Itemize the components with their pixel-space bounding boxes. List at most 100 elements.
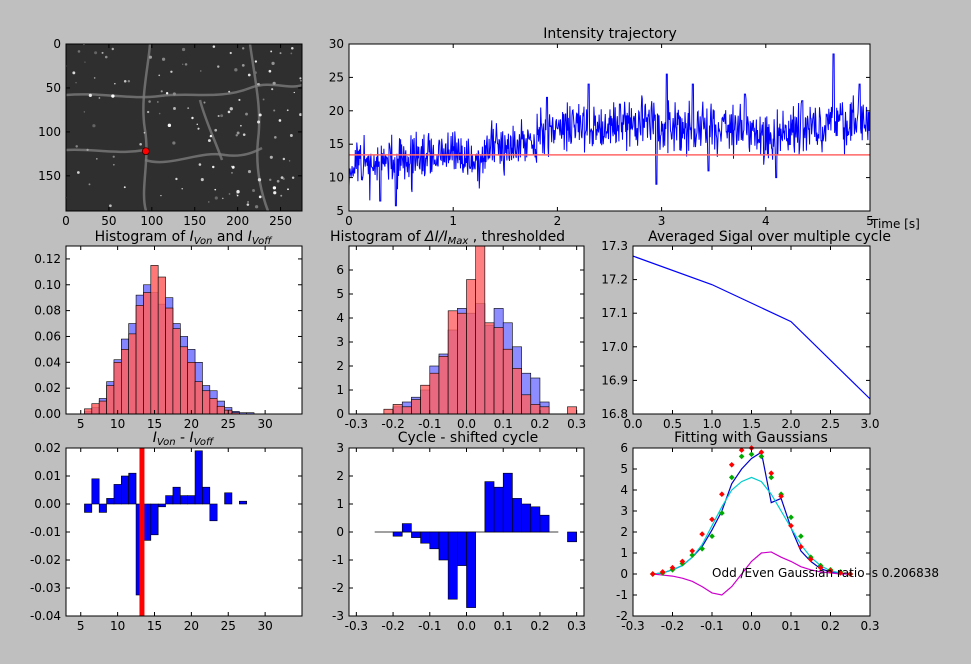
image-speckle [200, 178, 204, 182]
hist-delta-bar-series-1 [466, 279, 476, 415]
hist-delta-xtick-label: 0.1 [494, 417, 513, 431]
fit-dot-4 [709, 516, 715, 523]
von-minus-voff-xtick-label: 30 [257, 619, 272, 633]
hist-delta-title-expr: ΔI/I [424, 229, 448, 245]
hist-von-voff-ytick-label: 0.02 [34, 381, 61, 395]
averaged-xtick-label: 3.0 [860, 417, 879, 431]
image-speckle [196, 123, 198, 125]
image-speckle [146, 110, 150, 114]
gaussian-fit-xtick-label: -0.1 [700, 619, 723, 633]
hist-delta-bar-series-1 [530, 404, 541, 415]
image-speckle [127, 79, 131, 83]
fit-dot-4 [788, 522, 794, 529]
hist-bar-series-1 [106, 385, 115, 415]
fit-dot-3 [768, 474, 775, 481]
hist-delta-bar-series-1 [420, 384, 431, 415]
hist-delta-xtick-label: 0.3 [567, 417, 586, 431]
image-speckle [200, 70, 202, 72]
image-ytick-label: 50 [46, 81, 61, 95]
image-speckle [241, 63, 245, 67]
averaged-xtick-label: 0.0 [623, 417, 642, 431]
hist-delta-bar-series-1 [484, 322, 495, 415]
fit-dot-4 [689, 548, 696, 554]
hist-von-voff-xtick-label: 20 [184, 417, 199, 431]
hist-delta-ytick-label: 0 [336, 407, 344, 421]
hist-delta-bar-series-1 [392, 404, 403, 415]
gaussian-fit-ytick-label: 4 [620, 483, 628, 497]
image-speckle [228, 193, 231, 195]
cycle-shift-bar [521, 503, 532, 533]
cycle-shift-bar [411, 531, 421, 538]
gaussian-fit-xtick-label: -0.2 [661, 619, 684, 633]
cycle-shift-bar [392, 531, 403, 537]
gaussian-fit-ytick-label: 2 [620, 525, 628, 539]
cycle-shift-bar [457, 531, 467, 566]
image-speckle [222, 197, 224, 200]
diff-bar [202, 486, 211, 505]
image-speckle [203, 101, 206, 104]
image-speckle [244, 89, 247, 91]
hist-bar-series-1 [143, 292, 152, 415]
hist-bar-series-1 [216, 405, 225, 415]
image-speckle [187, 107, 190, 109]
hist-delta-ytick-label: 1 [336, 383, 344, 397]
trajectory-xtick-label: 4 [762, 214, 770, 228]
hist-delta-title-suffix: , thresholded [468, 229, 565, 245]
image-speckle [247, 73, 251, 77]
hist-delta-ytick-label: 6 [336, 263, 344, 277]
hist-bar-series-1 [135, 305, 144, 415]
hist-delta-xtick-label: 0.0 [457, 417, 476, 431]
image-speckle [291, 176, 295, 179]
hist-von-voff-xtick-label: 25 [221, 417, 236, 431]
image-speckle [236, 190, 240, 194]
von-minus-voff-xtick-label: 20 [184, 619, 199, 633]
image-speckle [236, 193, 238, 195]
hist-von-voff-title-mid: and [212, 229, 247, 245]
trajectory-panel: 0 1 2 3 4 5 5 10 15 20 25 30 Intensity trajectory Tim… [329, 26, 920, 231]
cell-boundary [65, 148, 146, 154]
image-speckle [112, 155, 115, 158]
cycle-shift-bar [484, 481, 495, 533]
cycle-shift-xtick-label: 0.1 [494, 619, 513, 633]
hist-delta-bar-series-1 [475, 245, 486, 415]
cycle-shift-bar [401, 523, 412, 533]
von-minus-voff-title-mid: - [176, 430, 190, 446]
image-speckle [231, 165, 233, 168]
averaged-ytick-label: 17.2 [601, 273, 628, 287]
image-speckle [288, 160, 291, 162]
image-ytick-label: 150 [38, 169, 61, 183]
hist-bar-series-1 [128, 333, 137, 415]
image-speckle [165, 92, 169, 95]
averaged-title: Averaged Sigal over multiple cycle [648, 229, 891, 245]
hist-von-voff-xtick-label: 10 [110, 417, 125, 431]
image-speckle [271, 61, 275, 65]
image-speckle [96, 158, 98, 160]
cycle-shift-bar [502, 472, 513, 533]
diff-bar [84, 503, 93, 513]
image-speckle [258, 195, 262, 199]
averaged-plot-bg [633, 246, 870, 414]
image-speckle [111, 47, 115, 51]
cycle-shift-ytick-label: 3 [336, 441, 344, 455]
image-speckle [270, 50, 273, 53]
image-speckle [104, 55, 108, 59]
image-speckle [207, 139, 211, 143]
trajectory-ytick-label: 15 [329, 137, 344, 151]
trajectory-ytick-label: 10 [329, 171, 344, 185]
cycle-shift-xtick-label: -0.2 [381, 619, 404, 633]
image-xtick-label: 250 [269, 214, 292, 228]
image-speckle [257, 178, 262, 182]
image-frame [65, 43, 303, 212]
image-xtick-label: 50 [101, 214, 116, 228]
image-speckle [143, 131, 146, 134]
image-xtick-label: 100 [140, 214, 163, 228]
trajectory-xtick-label: 5 [866, 214, 874, 228]
gaussian-fit-ytick-label: -2 [616, 609, 628, 623]
image-speckle [72, 71, 76, 75]
hist-bar-series-1 [165, 307, 174, 415]
von-minus-voff-title-a: I [153, 430, 157, 446]
diff-bar [91, 478, 100, 505]
gaussian-fit-ytick-label: -1 [616, 588, 628, 602]
hist-delta-title: Histogram of ΔI/IMax , thresholded [330, 229, 565, 247]
image-speckle [299, 113, 303, 117]
